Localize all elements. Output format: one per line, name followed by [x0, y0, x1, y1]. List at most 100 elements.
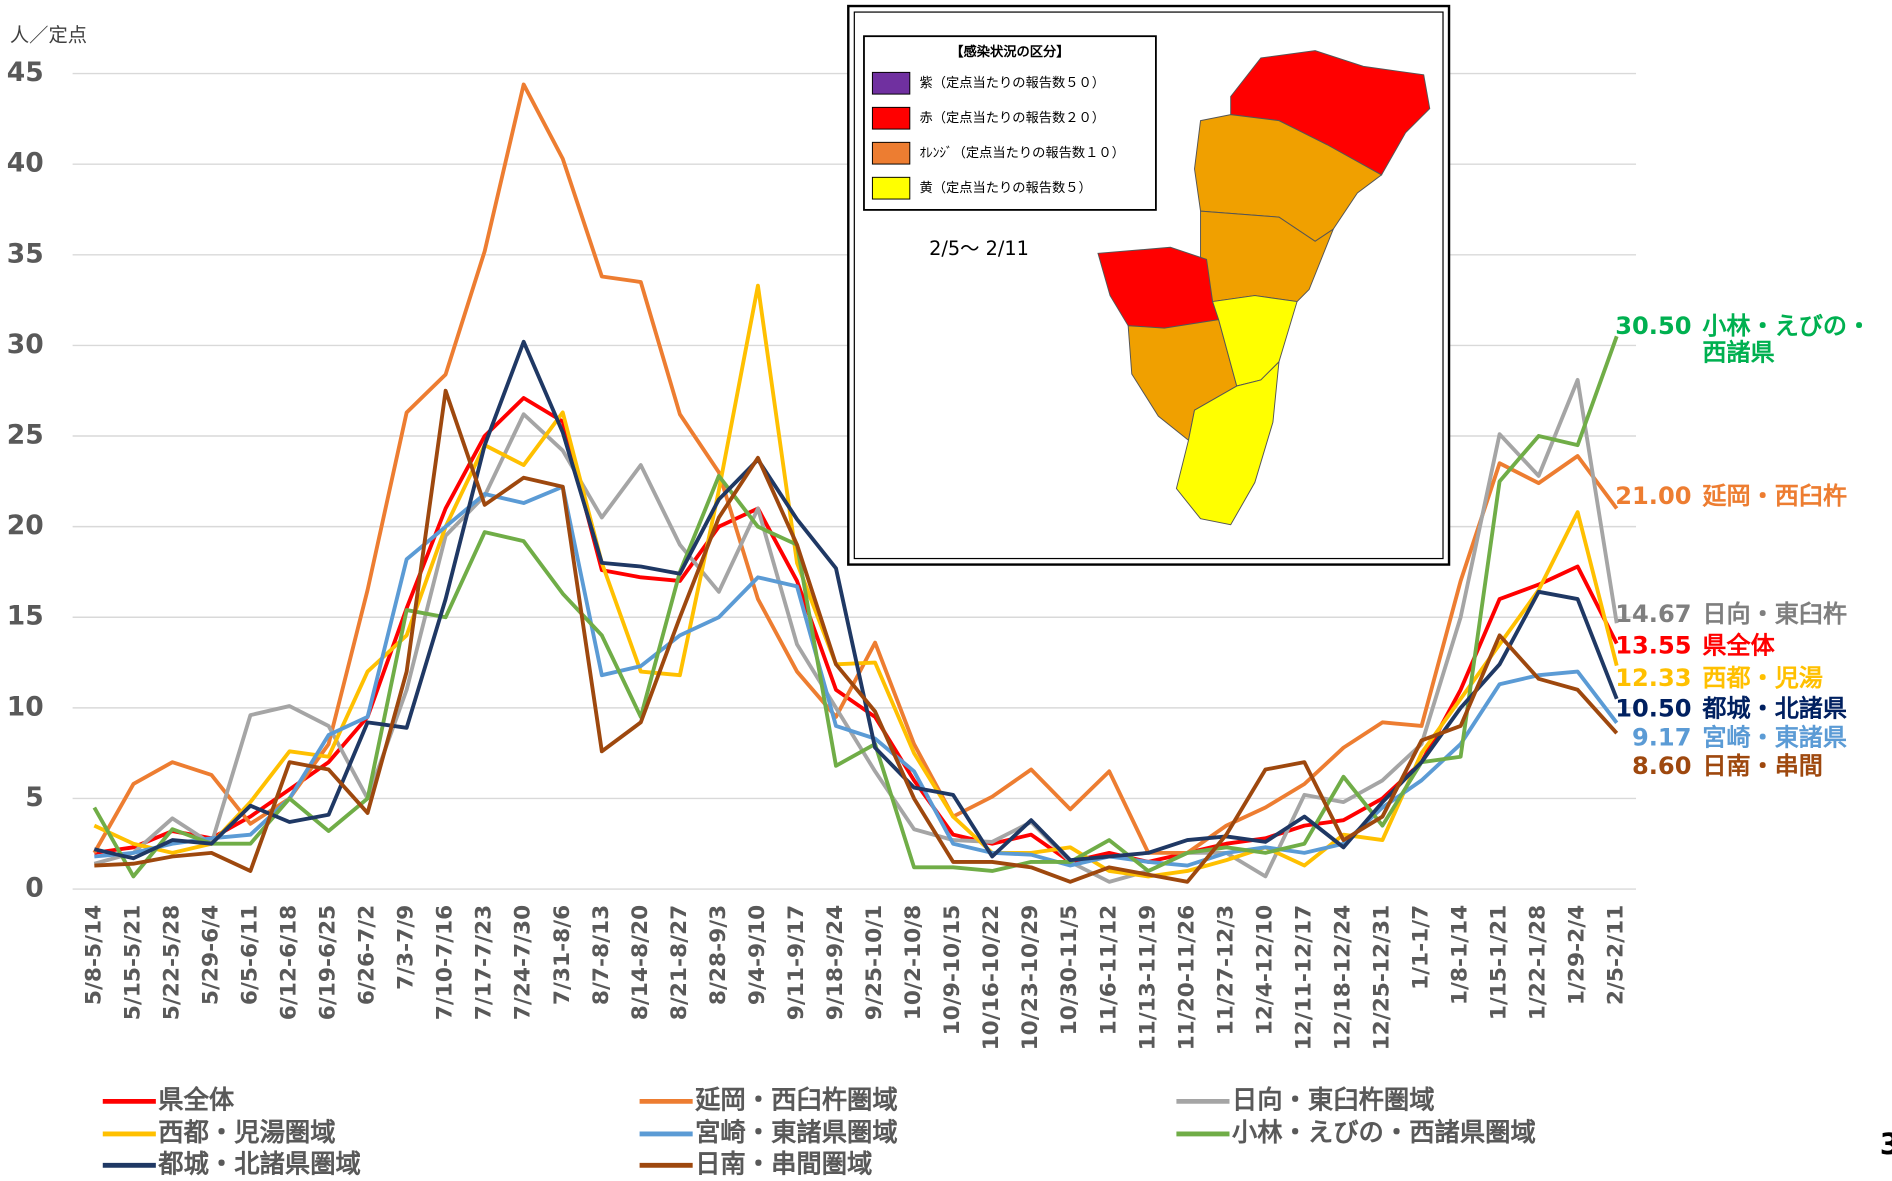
x-tick-label: 7/17-7/23 — [472, 905, 497, 1020]
data-label: 12.33 — [1615, 664, 1691, 692]
series-line — [94, 396, 1619, 864]
data-label: 30.50 — [1615, 312, 1691, 340]
x-tick-label: 9/18-9/24 — [823, 905, 848, 1020]
end-label: 日向・東臼杵 — [1702, 600, 1847, 628]
map-inset: 【感染状況の区分】 紫（定点当たりの報告数５０） 赤（定点当たりの報告数２０） ｵﾚ… — [847, 4, 1451, 566]
x-tick-label: 1/22-1/28 — [1526, 905, 1551, 1020]
map-legend-swatch — [871, 141, 911, 165]
map-legend-swatch — [871, 71, 911, 95]
y-tick-label: 25 — [7, 420, 44, 451]
series-line — [93, 339, 1619, 863]
end-label: 宮崎・東諸県 — [1702, 723, 1847, 751]
x-tick-label: 2/5-2/11 — [1604, 905, 1629, 1005]
map-frame-inner — [853, 11, 1444, 560]
x-tick-label: 1/1-1/7 — [1409, 905, 1434, 990]
data-label: 13.55 — [1615, 632, 1691, 660]
y-tick-label: 10 — [7, 691, 44, 722]
x-tick-label: 7/10-7/16 — [433, 905, 458, 1020]
series-line — [94, 388, 1619, 884]
data-label: 21.00 — [1615, 482, 1691, 510]
y-tick-label: 35 — [7, 238, 44, 269]
x-tick-label: 5/22-5/28 — [159, 905, 184, 1020]
legend-label: 宮崎・東諸県圏域 — [695, 1117, 898, 1147]
data-label: 9.17 — [1632, 723, 1692, 751]
x-tick-label: 11/27-12/3 — [1213, 905, 1238, 1036]
end-label: 延岡・西臼杵 — [1701, 482, 1847, 510]
x-tick-label: 8/28-9/3 — [706, 905, 731, 1005]
x-tick-label: 9/11-9/17 — [784, 905, 809, 1020]
x-tick-label: 8/14-8/20 — [628, 905, 653, 1020]
end-label: 県全体 — [1702, 632, 1775, 660]
series-line — [92, 335, 1619, 879]
x-tick-label: 6/19-6/25 — [316, 905, 341, 1020]
x-tick-label: 1/15-1/21 — [1487, 905, 1512, 1020]
data-label: 10.50 — [1615, 694, 1691, 722]
legend-label: 日南・串間圏域 — [695, 1148, 872, 1178]
x-tick-label: 1/8-1/14 — [1448, 905, 1473, 1005]
legend-label: 西都・児湯圏域 — [158, 1117, 335, 1147]
y-tick-label: 15 — [7, 601, 44, 632]
map-legend-title: 【感染状況の区分】 — [950, 43, 1069, 60]
map-legend-label: 赤（定点当たりの報告数２０） — [919, 110, 1105, 126]
end-label: 小林・えびの・ — [1702, 312, 1871, 340]
x-tick-label: 5/29-6/4 — [198, 905, 223, 1005]
data-label: 8.60 — [1632, 752, 1692, 780]
x-tick-label: 11/6-11/12 — [1096, 905, 1121, 1036]
end-label: 日南・串間 — [1702, 752, 1823, 780]
data-label: 14.67 — [1615, 600, 1691, 628]
map-period: 2/5～ 2/11 — [929, 237, 1029, 260]
x-tick-label: 8/21-8/27 — [667, 905, 692, 1020]
y-tick-label: 40 — [7, 148, 44, 179]
legend-label: 日向・東臼杵圏域 — [1232, 1084, 1435, 1114]
x-tick-label: 10/16-10/22 — [979, 905, 1004, 1051]
map-legend-box — [863, 35, 1157, 211]
x-tick-label: 6/12-6/18 — [277, 905, 302, 1020]
x-tick-label: 9/25-10/1 — [862, 905, 887, 1020]
legend-label: 都城・北諸県圏域 — [157, 1148, 361, 1178]
x-tick-label: 12/11-12/17 — [1291, 905, 1316, 1051]
x-tick-label: 7/31-8/6 — [550, 905, 575, 1005]
x-tick-label: 10/23-10/29 — [1018, 905, 1043, 1051]
y-axis-label: 人／定点 — [10, 24, 87, 47]
map-legend-label: 紫（定点当たりの報告数５０） — [919, 75, 1105, 91]
map-legend-label: ｵﾚﾝｼﾞ（定点当たりの報告数１０） — [919, 145, 1124, 161]
map-legend-swatch — [871, 176, 911, 200]
map-legend: 紫（定点当たりの報告数５０） 赤（定点当たりの報告数２０） ｵﾚﾝｼﾞ（定点当たりの… — [871, 71, 1125, 200]
legend-label: 延岡・西臼杵圏域 — [694, 1084, 898, 1114]
series-line — [92, 82, 1619, 855]
x-tick-label: 11/13-11/19 — [1135, 905, 1160, 1051]
plot-area: 0 5 10 15 20 25 30 35 40 45 5/8-5/14 5/15-5/21 5/22-… — [7, 57, 1871, 1050]
y-tick-label: 20 — [7, 510, 44, 541]
x-tick-label: 6/26-7/2 — [355, 905, 380, 1005]
page-number: 3 — [1880, 1127, 1892, 1161]
x-tick-label: 6/5-6/11 — [237, 905, 262, 1005]
series-line — [93, 377, 1619, 884]
end-label: 西都・児湯 — [1702, 664, 1823, 692]
map — [1097, 50, 1431, 526]
x-tick-label: 5/15-5/21 — [120, 905, 145, 1020]
x-tick-label: 12/18-12/24 — [1330, 905, 1355, 1051]
x-tick-label: 8/7-8/13 — [589, 905, 614, 1005]
map-legend-label: 黄（定点当たりの報告数５） — [919, 180, 1091, 196]
map-region — [1194, 114, 1383, 242]
x-tick-label: 10/9-10/15 — [940, 905, 965, 1036]
x-tick-label: 12/4-12/10 — [1252, 905, 1277, 1036]
legend-label: 県全体 — [158, 1084, 235, 1114]
legend-label: 小林・えびの・西諸県圏域 — [1232, 1117, 1536, 1147]
x-tick-label: 7/3-7/9 — [394, 905, 419, 990]
x-tick-label: 1/29-2/4 — [1565, 905, 1590, 1005]
x-tick-label: 11/20-11/26 — [1174, 905, 1199, 1051]
end-label: 西諸県 — [1702, 338, 1774, 366]
y-tick-label: 5 — [25, 782, 43, 813]
x-tick-label: 12/25-12/31 — [1370, 905, 1395, 1051]
x-tick-label: 7/24-7/30 — [511, 905, 536, 1020]
y-tick-label: 30 — [7, 329, 44, 360]
map-legend-swatch — [871, 106, 911, 130]
x-tick-label: 10/2-10/8 — [901, 905, 926, 1020]
y-tick-label: 0 — [25, 873, 43, 904]
x-tick-label: 5/8-5/14 — [81, 905, 106, 1005]
map-region — [1175, 360, 1280, 526]
x-tick-label: 9/4-9/10 — [745, 905, 770, 1005]
